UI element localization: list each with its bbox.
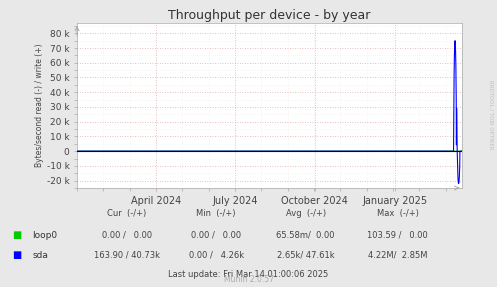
Text: Last update: Fri Mar 14 01:00:06 2025: Last update: Fri Mar 14 01:00:06 2025 bbox=[168, 269, 329, 279]
Text: loop0: loop0 bbox=[32, 231, 58, 240]
Text: Cur  (-/+): Cur (-/+) bbox=[107, 209, 146, 218]
Text: ■: ■ bbox=[12, 251, 22, 260]
Title: Throughput per device - by year: Throughput per device - by year bbox=[168, 9, 371, 22]
Text: Munin 2.0.57: Munin 2.0.57 bbox=[224, 275, 273, 284]
Text: 103.59 /   0.00: 103.59 / 0.00 bbox=[367, 231, 428, 240]
Text: 65.58m/  0.00: 65.58m/ 0.00 bbox=[276, 231, 335, 240]
Text: 4.22M/  2.85M: 4.22M/ 2.85M bbox=[368, 251, 427, 260]
Text: 2.65k/ 47.61k: 2.65k/ 47.61k bbox=[277, 251, 334, 260]
Text: 163.90 / 40.73k: 163.90 / 40.73k bbox=[94, 251, 160, 260]
Text: Avg  (-/+): Avg (-/+) bbox=[286, 209, 326, 218]
Text: RRDTOOL / TOBI OETIKER: RRDTOOL / TOBI OETIKER bbox=[489, 80, 494, 150]
Text: sda: sda bbox=[32, 251, 48, 260]
Text: 0.00 /   4.26k: 0.00 / 4.26k bbox=[189, 251, 244, 260]
Text: 0.00 /   0.00: 0.00 / 0.00 bbox=[102, 231, 152, 240]
Text: ■: ■ bbox=[12, 230, 22, 240]
Text: Max  (-/+): Max (-/+) bbox=[377, 209, 418, 218]
Text: Min  (-/+): Min (-/+) bbox=[196, 209, 236, 218]
Text: 0.00 /   0.00: 0.00 / 0.00 bbox=[191, 231, 241, 240]
Y-axis label: Bytes/second read (-) / write (+): Bytes/second read (-) / write (+) bbox=[35, 44, 44, 167]
